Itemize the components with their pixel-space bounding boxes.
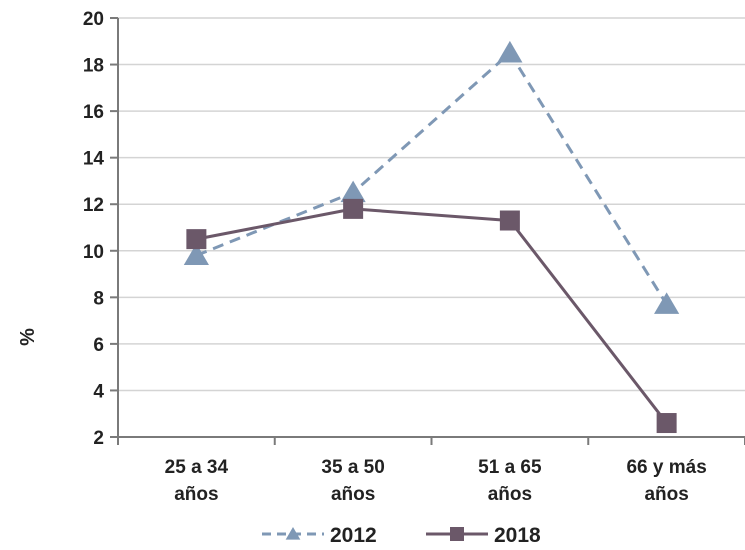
y-tick-label: 14 [83,149,105,170]
series-2018 [186,198,677,434]
x-tick-label-line: 35 a 50 [321,457,384,478]
legend-label: 2018 [494,524,541,547]
y-tick-label: 12 [83,195,104,216]
y-tick-label: 2 [93,428,104,449]
axes [110,17,745,445]
y-tick-label: 4 [93,381,104,402]
y-tick-label: 10 [83,242,104,263]
x-tick-label: 66 y más años [626,457,706,505]
gridlines [118,17,745,392]
legend-item-2012: 2012 [262,524,377,547]
y-axis-label: % [17,328,39,346]
data-point-2012 [497,40,523,63]
legend: 2012 2018 [262,524,541,547]
x-tick-label-line: años [331,484,375,505]
data-point-2018 [343,198,364,219]
series-2012 [183,40,680,314]
data-point-2018 [656,413,677,434]
data-point-2018 [186,229,207,250]
data-point-2012 [654,292,680,314]
data-point-2012 [183,243,209,266]
y-tick-label: 6 [93,335,104,356]
y-tick-label: 16 [83,102,104,123]
x-tick-label: 25 a 34 años [165,457,229,505]
x-tick-label-line: 66 y más [626,457,706,478]
x-tick-label-line: años [488,484,532,505]
data-point-2018 [499,210,520,231]
series-line-2018 [196,207,668,424]
x-tick-label: 51 a 65 años [478,457,542,505]
x-tick-label-line: 25 a 34 [165,457,229,478]
legend-item-2018: 2018 [426,524,541,547]
x-tick-label: 35 a 50 años [321,457,384,505]
x-tick-label-line: 51 a 65 [478,457,542,478]
series-line-2012 [195,51,668,306]
legend-marker [285,527,301,540]
series-layer [183,40,680,434]
data-point-2012 [340,180,366,203]
legend-marker [450,527,464,541]
y-tick-label: 8 [93,288,104,309]
y-tick-labels: 2 4 6 8 10 12 14 16 18 20 [83,9,105,449]
y-tick-label: 20 [83,9,104,30]
legend-label: 2012 [330,524,377,547]
x-tick-label-line: años [174,484,218,505]
x-tick-label-line: años [644,484,688,505]
y-tick-label: 18 [83,56,104,77]
